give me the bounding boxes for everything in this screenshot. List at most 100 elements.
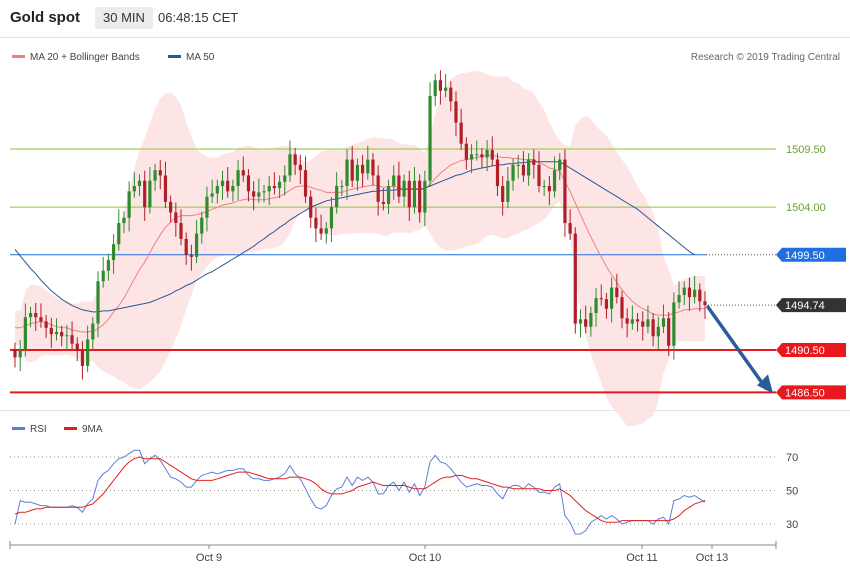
candle: [137, 174, 142, 197]
candle-body: [49, 327, 53, 335]
forecast-arrowhead: [757, 374, 773, 394]
candle: [599, 284, 603, 306]
candle: [589, 306, 593, 337]
candle: [54, 318, 59, 341]
candle: [184, 232, 188, 265]
candle: [23, 303, 27, 357]
candle-body: [96, 281, 100, 324]
candle-body: [527, 159, 531, 176]
candle: [651, 312, 655, 347]
candle: [667, 311, 671, 356]
candle-body: [589, 312, 593, 327]
candle: [158, 160, 162, 190]
candle: [298, 154, 302, 184]
candle-body: [423, 180, 427, 213]
candle: [532, 149, 536, 179]
candle-body: [169, 201, 173, 213]
candle-body: [215, 186, 219, 194]
candle-body: [610, 287, 614, 309]
candle-body: [60, 332, 64, 337]
candle-body: [70, 335, 74, 344]
candle-body: [220, 180, 225, 187]
candle-body: [563, 159, 567, 224]
candle-body: [345, 159, 349, 187]
candle-body: [132, 186, 136, 192]
candle: [687, 277, 692, 311]
candle: [246, 169, 251, 202]
candle: [381, 188, 385, 211]
candle-body: [309, 196, 313, 218]
candle-body: [604, 299, 609, 309]
legend-rsi-label: RSI: [30, 424, 47, 435]
candle: [122, 211, 126, 234]
candle: [527, 153, 531, 186]
rsi-tick-0: 30: [786, 519, 798, 531]
x-label-0: Oct 9: [196, 552, 222, 564]
candle: [49, 317, 53, 348]
candle: [257, 178, 261, 203]
candle-body: [438, 80, 443, 91]
candle: [444, 73, 448, 98]
candle-body: [329, 207, 334, 229]
candle: [179, 209, 183, 246]
candle: [236, 160, 240, 200]
candle-body: [454, 101, 458, 123]
candle-body: [262, 191, 266, 193]
candle-body: [646, 319, 650, 327]
candle-body: [277, 181, 282, 189]
rsi-swatch: [12, 426, 25, 430]
candle-body: [153, 170, 157, 181]
candle-body: [677, 294, 681, 303]
level-tag-2: [776, 247, 846, 262]
candle-body: [298, 164, 302, 171]
candle-body: [371, 159, 375, 176]
legend-rsi: RSI: [12, 424, 47, 435]
candle-body: [252, 191, 256, 197]
candle-body: [630, 319, 634, 324]
candle: [433, 73, 437, 107]
candle: [578, 309, 583, 338]
rsi-tick-1: 50: [786, 486, 798, 498]
candle-body: [360, 164, 365, 174]
candle: [18, 339, 22, 372]
x-label-1: Oct 10: [409, 552, 441, 564]
candle: [153, 163, 157, 191]
candle-body: [127, 191, 131, 218]
x-label-3: Oct 13: [696, 552, 728, 564]
candle: [454, 91, 458, 137]
candle: [215, 179, 219, 204]
rsi-ma9-line: [14, 456, 706, 523]
candle: [542, 179, 546, 197]
candle-body: [350, 159, 354, 181]
candle: [547, 175, 551, 206]
candle: [39, 303, 43, 328]
candle: [656, 316, 660, 350]
candle-body: [386, 186, 391, 205]
candle-body: [547, 186, 551, 192]
legend-ma50-label: MA 50: [186, 52, 215, 63]
candle: [552, 156, 557, 198]
candle: [205, 186, 209, 232]
candle: [490, 136, 494, 166]
ma20-swatch: [12, 54, 25, 58]
candle-body: [397, 175, 401, 197]
candle-body: [599, 298, 603, 300]
candle-body: [444, 87, 448, 91]
rsi-tick-2: 70: [786, 452, 798, 464]
candle: [335, 172, 339, 214]
candle-body: [672, 302, 676, 346]
candle: [480, 147, 484, 168]
candle-body: [495, 159, 500, 187]
candle: [573, 227, 577, 334]
candle: [272, 172, 276, 195]
candle-body: [163, 175, 168, 202]
timeframe-selector[interactable]: 30 MIN: [95, 7, 153, 29]
candle: [226, 166, 230, 198]
chart-header: Gold spot 30 MIN 06:48:15 CET: [0, 0, 850, 36]
candle-body: [475, 154, 479, 156]
legend-ma50: MA 50: [168, 52, 214, 63]
candle-body: [80, 351, 85, 366]
candle-body: [111, 244, 116, 261]
candle: [345, 149, 349, 200]
